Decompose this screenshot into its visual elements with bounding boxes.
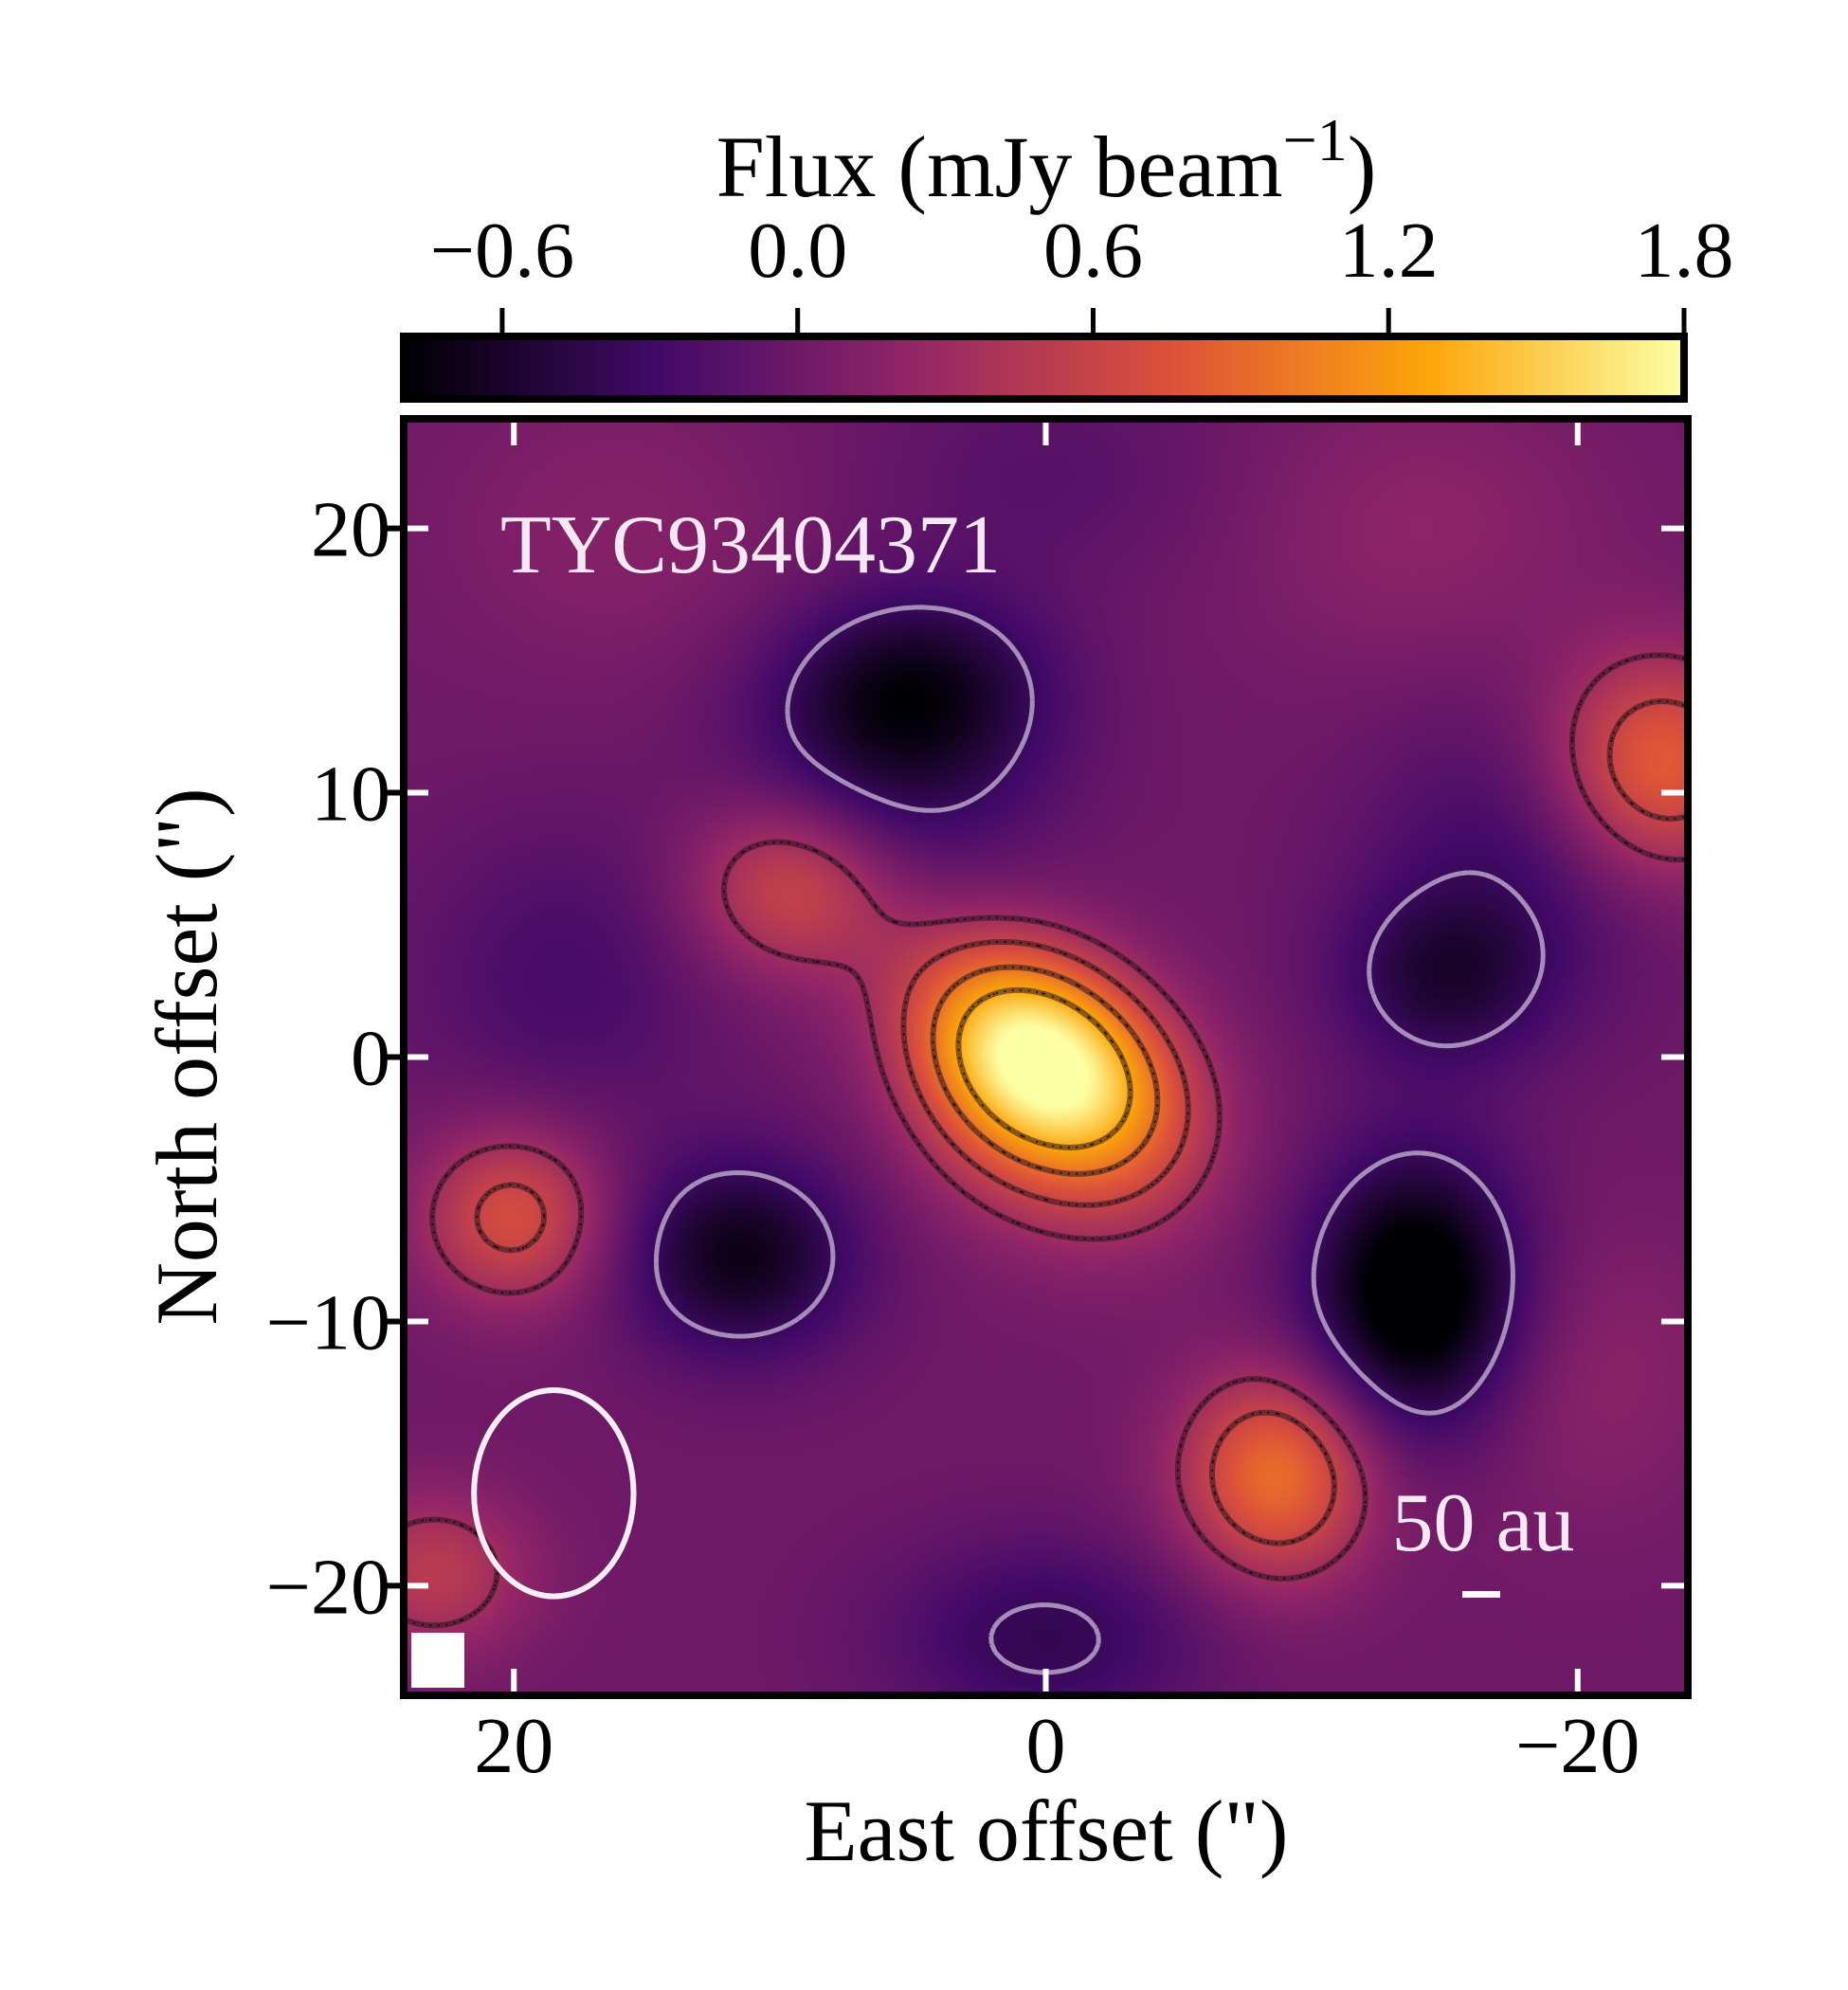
scale-bar (1462, 1591, 1500, 1598)
x-tick-label: 0 (1026, 1702, 1066, 1790)
beam-ellipse (471, 1386, 637, 1600)
colorbar: Flux (mJy beam−1) −0.6 0.0 0.6 1.2 1.8 (400, 106, 1734, 403)
contour-positive-dots (476, 700, 1684, 1545)
y-axis-label: North offset (") (138, 787, 235, 1325)
colorbar-tick-label: 0.0 (748, 207, 847, 295)
contour-positive-dots (932, 966, 1159, 1175)
colorbar-tick-label: 1.2 (1339, 207, 1439, 295)
colorbar-tick-label: 1.8 (1635, 207, 1734, 295)
colorbar-gradient (404, 336, 1684, 399)
y-tick-label: −10 (266, 1278, 390, 1366)
colorbar-tick-label: 0.6 (1043, 207, 1143, 295)
flux-heatmap (408, 423, 1684, 1692)
y-tick-label: −20 (266, 1543, 390, 1631)
corner-marker (411, 1633, 464, 1688)
x-tick-label: −20 (1515, 1702, 1640, 1790)
x-tick-label: 20 (474, 1702, 553, 1790)
x-axis-label: East offset (") (804, 1782, 1288, 1879)
colorbar-tick-label: −0.6 (430, 207, 574, 295)
y-tick-label: 0 (351, 1015, 390, 1103)
colorbar-label: Flux (mJy beam−1) (716, 106, 1377, 215)
y-tick-label: 20 (311, 486, 390, 574)
contour-positive-dots (408, 654, 1684, 1627)
contour-lines (408, 605, 1684, 1675)
plot-area: TYC93404371 50 au 20 0 −20 20 10 0 −10 −20 (266, 415, 1692, 1790)
plot-frame (400, 415, 1692, 1699)
contour-negative (653, 605, 1546, 1675)
y-tick-label: 10 (311, 751, 390, 839)
contour-positive-dots (957, 988, 1132, 1149)
colorbar-frame (400, 333, 1688, 403)
scale-bar-label: 50 au (1391, 1477, 1574, 1569)
object-label: TYC93404371 (500, 499, 1001, 591)
